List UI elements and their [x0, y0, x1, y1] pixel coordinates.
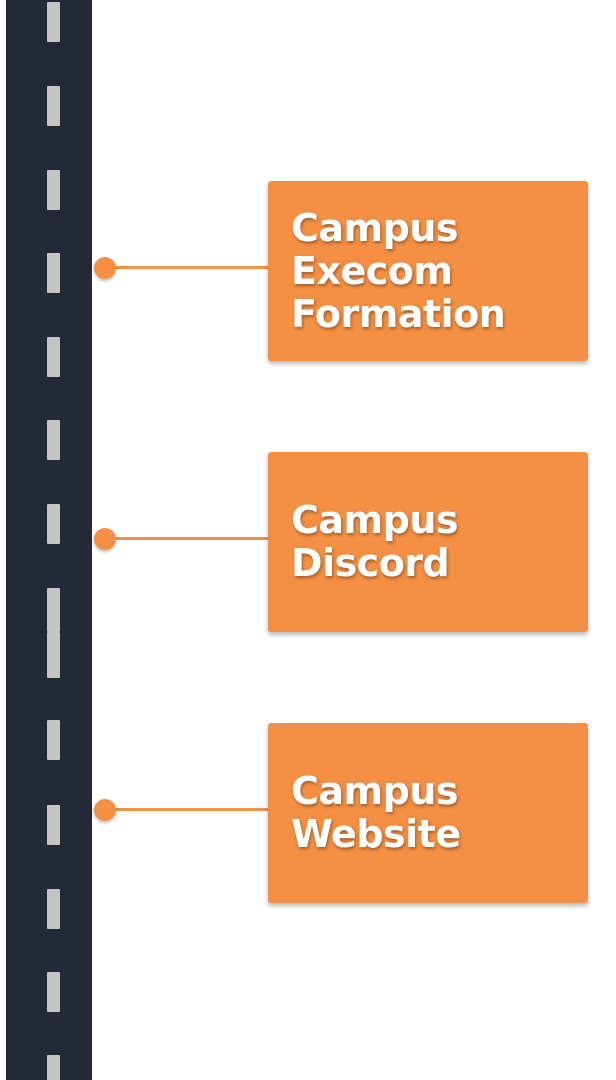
- lane-marking: [47, 2, 60, 42]
- milestone-connector: [106, 537, 270, 540]
- milestone-dot: [94, 257, 116, 279]
- lane-marking: [47, 1055, 60, 1080]
- lane-marking: [47, 805, 60, 845]
- road: [6, 0, 92, 1080]
- milestone-connector: [106, 808, 270, 811]
- lane-marking: [47, 337, 60, 377]
- milestone-card: Campus Discord: [268, 452, 588, 632]
- lane-marking: [47, 420, 60, 460]
- lane-marking: [47, 588, 60, 632]
- milestone-label: Campus Website: [291, 769, 461, 856]
- milestone-label: Campus Discord: [291, 498, 459, 585]
- lane-marking: [47, 253, 60, 293]
- milestone-connector: [106, 266, 270, 269]
- lane-marking: [47, 632, 60, 678]
- milestone-label: Campus Execom Formation: [291, 205, 506, 336]
- milestone-card: Campus Website: [268, 723, 588, 903]
- lane-marking: [47, 86, 60, 126]
- milestone-card: Campus Execom Formation: [268, 181, 588, 361]
- milestone-dot: [94, 528, 116, 550]
- milestone-dot: [94, 799, 116, 821]
- lane-marking: [47, 889, 60, 929]
- lane-marking: [47, 170, 60, 210]
- lane-marking: [47, 504, 60, 544]
- lane-marking: [47, 972, 60, 1012]
- lane-marking: [47, 720, 60, 760]
